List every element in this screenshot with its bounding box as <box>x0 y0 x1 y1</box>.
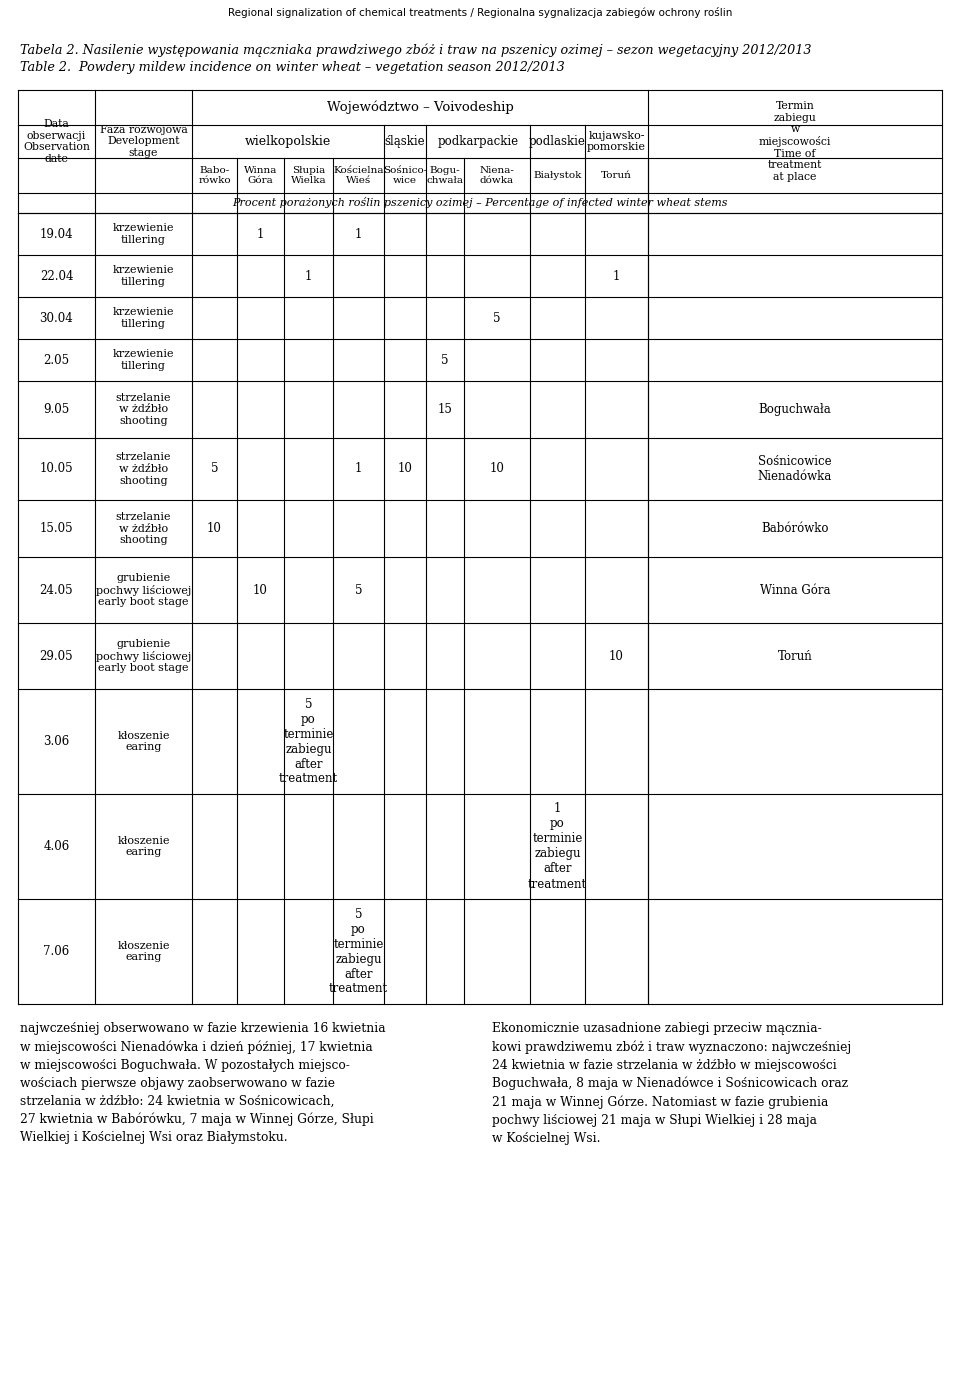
Text: Bogu-
chwała: Bogu- chwała <box>426 165 464 185</box>
Text: strzelanie
w żdźbło
shooting: strzelanie w żdźbło shooting <box>116 512 171 545</box>
Text: Babo-
rówko: Babo- rówko <box>198 165 230 185</box>
Text: Procent porażonych roślin pszenicy ozimej – Percentage of infected winter wheat : Procent porażonych roślin pszenicy ozime… <box>232 197 728 208</box>
Text: Winna
Góra: Winna Góra <box>244 165 277 185</box>
Text: krzewienie
tillering: krzewienie tillering <box>112 266 175 286</box>
Text: Table 2.  Powdery mildew incidence on winter wheat – vegetation season 2012/2013: Table 2. Powdery mildew incidence on win… <box>20 61 564 73</box>
Text: Babórówko: Babórówko <box>761 522 828 536</box>
Text: 2.05: 2.05 <box>43 354 69 366</box>
Text: kłoszenie
earing: kłoszenie earing <box>117 836 170 858</box>
Text: 29.05: 29.05 <box>39 650 73 662</box>
Text: Faza rozwojowa
Development
stage: Faza rozwojowa Development stage <box>100 125 187 158</box>
Text: Sośnico-
wice: Sośnico- wice <box>383 165 427 185</box>
Text: 5
po
terminie
zabiegu
after
treatment: 5 po terminie zabiegu after treatment <box>329 907 388 996</box>
Text: Tabela 2. Nasilenie występowania mączniaka prawdziwego zbóż i traw na pszenicy o: Tabela 2. Nasilenie występowania mącznia… <box>20 43 811 56</box>
Text: Boguchwała: Boguchwała <box>758 403 831 416</box>
Text: Sośnicowice
Nienadówka: Sośnicowice Nienadówka <box>757 454 832 483</box>
Text: śląskie: śląskie <box>385 135 425 147</box>
Text: Kościelna
Wieś: Kościelna Wieś <box>333 165 384 185</box>
Text: strzelanie
w żdźbło
shooting: strzelanie w żdźbło shooting <box>116 453 171 486</box>
Text: 1: 1 <box>355 227 362 241</box>
Text: 9.05: 9.05 <box>43 403 70 416</box>
Text: Województwo – Voivodeship: Województwo – Voivodeship <box>326 101 514 114</box>
Text: grubienie
pochwy liściowej
early boot stage: grubienie pochwy liściowej early boot st… <box>96 639 191 673</box>
Text: 1: 1 <box>305 270 312 282</box>
Text: 22.04: 22.04 <box>39 270 73 282</box>
Text: Regional signalization of chemical treatments / Regionalna sygnalizacja zabiegów: Regional signalization of chemical treat… <box>228 7 732 18</box>
Text: kłoszenie
earing: kłoszenie earing <box>117 731 170 752</box>
Text: podkarpackie: podkarpackie <box>438 135 518 147</box>
Text: 5
po
terminie
zabiegu
after
treatment: 5 po terminie zabiegu after treatment <box>279 698 338 785</box>
Text: grubienie
pochwy liściowej
early boot stage: grubienie pochwy liściowej early boot st… <box>96 573 191 607</box>
Text: 10: 10 <box>207 522 222 536</box>
Text: 7.06: 7.06 <box>43 945 70 958</box>
Text: Białystok: Białystok <box>534 171 582 180</box>
Text: 5: 5 <box>355 584 362 596</box>
Text: Data
obserwacji
Observation
date: Data obserwacji Observation date <box>23 118 90 164</box>
Text: 19.04: 19.04 <box>39 227 73 241</box>
Text: 10: 10 <box>397 463 413 475</box>
Text: strzelanie
w żdźbło
shooting: strzelanie w żdźbło shooting <box>116 392 171 425</box>
Text: Toruń: Toruń <box>778 650 812 662</box>
Text: Toruń: Toruń <box>601 171 632 180</box>
Text: 10: 10 <box>490 463 504 475</box>
Text: kujawsko-
pomorskie: kujawsko- pomorskie <box>587 131 646 153</box>
Text: krzewienie
tillering: krzewienie tillering <box>112 350 175 370</box>
Text: wielkopolskie: wielkopolskie <box>245 135 331 147</box>
Text: 5: 5 <box>442 354 448 366</box>
Text: Słupia
Wielka: Słupia Wielka <box>291 165 326 185</box>
Text: Winna Góra: Winna Góra <box>759 584 830 596</box>
Text: 10.05: 10.05 <box>39 463 73 475</box>
Text: kłoszenie
earing: kłoszenie earing <box>117 940 170 963</box>
Text: 10: 10 <box>253 584 268 596</box>
Text: 15.05: 15.05 <box>39 522 73 536</box>
Text: podlaskie: podlaskie <box>529 135 586 147</box>
Text: 24.05: 24.05 <box>39 584 73 596</box>
Text: krzewienie
tillering: krzewienie tillering <box>112 307 175 329</box>
Text: 4.06: 4.06 <box>43 840 70 852</box>
Text: 3.06: 3.06 <box>43 735 70 748</box>
Text: 30.04: 30.04 <box>39 311 73 325</box>
Text: krzewienie
tillering: krzewienie tillering <box>112 223 175 245</box>
Text: 1: 1 <box>257 227 264 241</box>
Text: 5: 5 <box>493 311 501 325</box>
Text: 1
po
terminie
zabiegu
after
treatment: 1 po terminie zabiegu after treatment <box>528 803 588 891</box>
Text: 1: 1 <box>355 463 362 475</box>
Text: 10: 10 <box>609 650 624 662</box>
Text: 5: 5 <box>211 463 218 475</box>
Text: 1: 1 <box>612 270 620 282</box>
Text: Termin
zabiegu
w
miejscowości
Time of
treatment
at place: Termin zabiegu w miejscowości Time of tr… <box>758 101 831 182</box>
Text: najwcześniej obserwowano w fazie krzewienia 16 kwietnia
w miejscowości Nienadówk: najwcześniej obserwowano w fazie krzewie… <box>20 1022 386 1144</box>
Text: Niena-
dówka: Niena- dówka <box>480 165 515 185</box>
Text: 15: 15 <box>438 403 452 416</box>
Text: Ekonomicznie uzasadnione zabiegi przeciw mącznia-
kowi prawdziwemu zbóż i traw w: Ekonomicznie uzasadnione zabiegi przeciw… <box>492 1022 852 1146</box>
